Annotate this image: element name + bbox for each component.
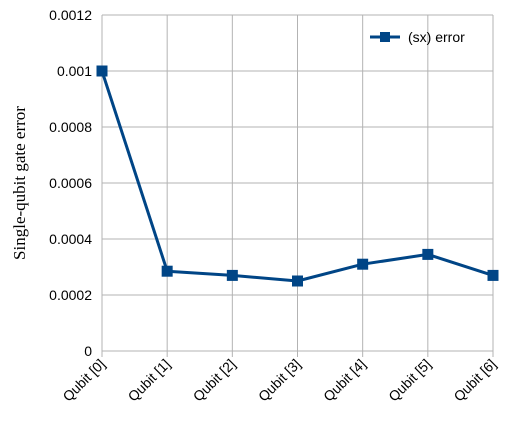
legend-marker — [380, 32, 390, 42]
y-tick-label: 0.0002 — [49, 287, 92, 303]
x-tick-label: Qubit [5] — [385, 356, 434, 405]
data-point — [96, 65, 108, 77]
x-tick-label: Qubit [3] — [255, 356, 304, 405]
y-tick-labels: 0 0.0002 0.0004 0.0006 0.0008 0.001 0.0012 — [49, 7, 92, 359]
x-tick-label: Qubit [0] — [59, 356, 108, 405]
x-tick-label: Qubit [2] — [190, 356, 239, 405]
legend-label: (sx) error — [408, 29, 465, 45]
y-tick-label: 0.0008 — [49, 119, 92, 135]
data-point — [161, 265, 173, 277]
x-tick-label: Qubit [6] — [450, 356, 499, 405]
y-tick-label: 0 — [84, 343, 92, 359]
data-point — [226, 269, 238, 281]
x-tick-labels: Qubit [0] Qubit [1] Qubit [2] Qubit [3] Qubi… — [59, 356, 499, 405]
y-axis-title: Single-qubit gate error — [10, 106, 29, 260]
y-tick-label: 0.0012 — [49, 7, 92, 23]
y-tick-label: 0.0006 — [49, 175, 92, 191]
series-group — [96, 65, 499, 287]
legend: (sx) error — [370, 29, 465, 45]
x-tick-label: Qubit [4] — [320, 356, 369, 405]
data-point — [422, 248, 434, 260]
y-tick-label: 0.0004 — [49, 231, 92, 247]
data-point — [487, 269, 499, 281]
data-point — [292, 275, 303, 287]
x-tick-label: Qubit [1] — [125, 356, 174, 405]
gridlines — [101, 14, 494, 357]
y-tick-label: 0.001 — [57, 63, 92, 79]
data-point — [357, 258, 369, 270]
